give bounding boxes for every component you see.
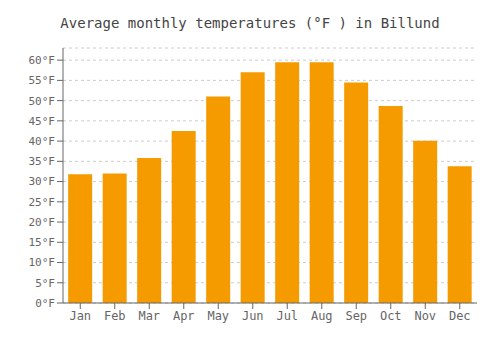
svg-text:Dec: Dec	[449, 309, 471, 323]
svg-text:0°F: 0°F	[35, 297, 55, 310]
svg-text:15°F: 15°F	[29, 236, 56, 249]
svg-text:45°F: 45°F	[29, 115, 56, 128]
svg-text:Nov: Nov	[414, 309, 436, 323]
svg-text:Oct: Oct	[380, 309, 402, 323]
svg-text:Apr: Apr	[173, 309, 195, 323]
svg-text:Jan: Jan	[69, 309, 91, 323]
svg-text:Aug: Aug	[311, 309, 333, 323]
svg-text:May: May	[207, 309, 229, 323]
svg-text:Jul: Jul	[276, 309, 298, 323]
svg-text:30°F: 30°F	[29, 175, 56, 188]
svg-text:Jun: Jun	[242, 309, 264, 323]
svg-text:20°F: 20°F	[29, 216, 56, 229]
svg-text:60°F: 60°F	[29, 54, 56, 67]
html-text:Average monthly temperatures (: Average monthly temperatures (°F ) in Bi…	[60, 15, 440, 31]
svg-text:55°F: 55°F	[29, 74, 56, 87]
svg-text:50°F: 50°F	[29, 95, 56, 108]
svg-text:25°F: 25°F	[29, 196, 56, 209]
svg-text:Mar: Mar	[138, 309, 160, 323]
svg-text:10°F: 10°F	[29, 256, 56, 269]
svg-text:40°F: 40°F	[29, 135, 56, 148]
svg-text:Sep: Sep	[345, 309, 367, 323]
svg-text:35°F: 35°F	[29, 155, 56, 168]
svg-text:5°F: 5°F	[35, 277, 55, 290]
svg-text:Feb: Feb	[104, 309, 126, 323]
